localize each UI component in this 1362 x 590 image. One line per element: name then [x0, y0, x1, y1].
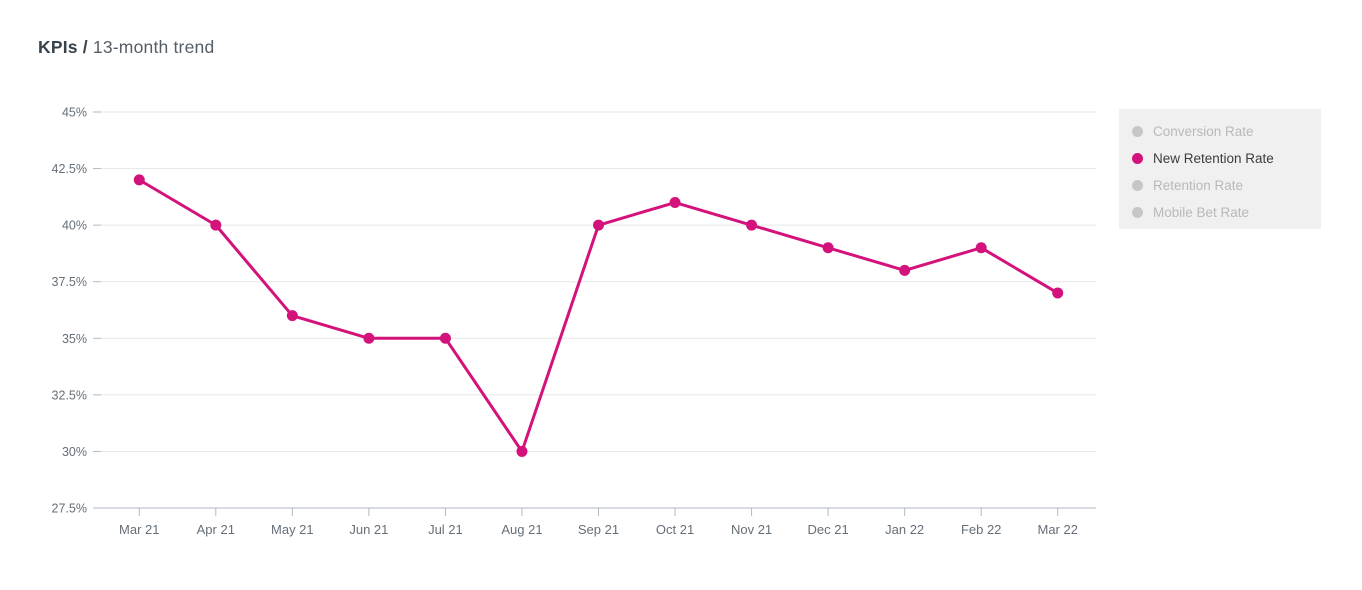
x-axis-label: May 21	[271, 522, 314, 537]
line-chart-canvas: 27.5% 30% 32.5% 35% 37.5% 40% 42.5% 45% Mar 21 Ap…	[52, 106, 1096, 537]
y-axis-label: 27.5%	[52, 502, 87, 516]
page-title-secondary: 13-month trend	[92, 37, 215, 57]
x-axis-label: Mar 21	[119, 522, 159, 537]
x-axis-label: Jan 22	[885, 522, 924, 537]
y-axis-label: 37.5%	[52, 275, 87, 289]
x-axis-label: Jun 21	[349, 522, 388, 537]
x-axis-label: Dec 21	[808, 522, 849, 537]
data-point[interactable]	[286, 310, 298, 322]
y-axis-label: 42.5%	[52, 162, 87, 176]
data-point[interactable]	[363, 332, 375, 344]
legend-item-retention-rate[interactable]: Retention Rate	[1119, 172, 1321, 199]
data-point[interactable]	[669, 197, 681, 209]
y-axis-label: 40%	[62, 219, 87, 233]
y-axis-label: 32.5%	[52, 388, 87, 402]
chart-legend: Conversion Rate New Retention Rate Retenti…	[1119, 109, 1321, 229]
legend-item-label: Conversion Rate	[1153, 124, 1254, 139]
data-point[interactable]	[899, 264, 911, 276]
legend-item-new-retention-rate[interactable]: New Retention Rate	[1119, 145, 1321, 172]
legend-item-label: Mobile Bet Rate	[1153, 205, 1250, 220]
x-axis-label: Aug 21	[501, 522, 542, 537]
legend-item-label: New Retention Rate	[1153, 151, 1274, 166]
legend-item-mobile-bet-rate[interactable]: Mobile Bet Rate	[1119, 199, 1321, 226]
x-axis-label: Mar 22	[1037, 522, 1077, 537]
data-point[interactable]	[210, 219, 222, 231]
data-point[interactable]	[746, 219, 758, 231]
y-axis-label: 45%	[62, 106, 87, 120]
y-axis-label: 35%	[62, 332, 87, 346]
legend-item-conversion-rate[interactable]: Conversion Rate	[1119, 118, 1321, 145]
data-point[interactable]	[133, 174, 145, 186]
legend-series-dot-icon	[1132, 207, 1143, 218]
page-title: KPIs / 13-month trend	[38, 37, 214, 58]
x-axis-label: Sep 21	[578, 522, 619, 537]
legend-item-label: Retention Rate	[1153, 178, 1244, 193]
data-point[interactable]	[1052, 287, 1064, 299]
page-title-primary: KPIs /	[38, 37, 88, 57]
x-axis-label: Feb 22	[961, 522, 1001, 537]
legend-series-dot-icon	[1132, 180, 1143, 191]
x-axis-label: Apr 21	[197, 522, 235, 537]
y-axis-label: 30%	[62, 445, 87, 459]
x-axis-label: Jul 21	[428, 522, 463, 537]
data-point[interactable]	[439, 332, 451, 344]
data-point[interactable]	[822, 242, 834, 254]
data-point[interactable]	[975, 242, 987, 254]
legend-series-dot-icon	[1132, 153, 1143, 164]
legend-series-dot-icon	[1132, 126, 1143, 137]
data-point[interactable]	[593, 219, 604, 231]
x-axis-label: Oct 21	[656, 522, 694, 537]
data-point[interactable]	[516, 445, 528, 457]
x-axis-label: Nov 21	[731, 522, 772, 537]
